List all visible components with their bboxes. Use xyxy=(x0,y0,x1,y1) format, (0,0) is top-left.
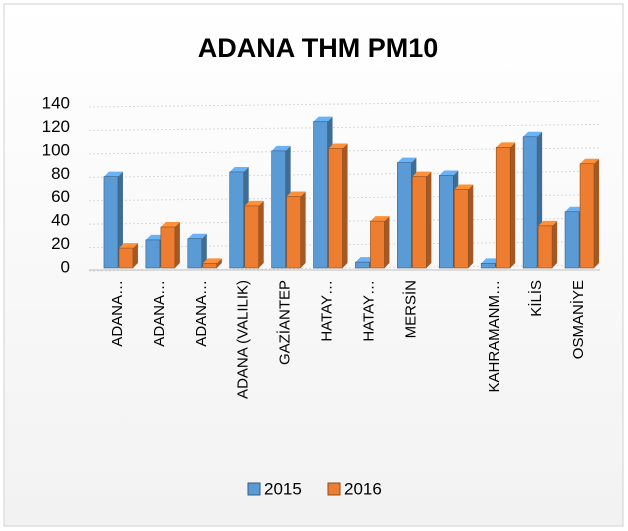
bar-side xyxy=(342,143,348,268)
y-tick-label: 120 xyxy=(42,117,70,136)
bar-side xyxy=(384,216,390,268)
bar xyxy=(397,162,412,269)
x-tick-label: ADANA… xyxy=(193,280,210,347)
bar-side xyxy=(510,142,516,268)
x-tick-label: KAHRAMANM… xyxy=(486,280,503,393)
bar-top xyxy=(202,258,222,264)
x-tick-label: HATAY… xyxy=(319,280,336,342)
bar-top xyxy=(286,191,306,197)
bar xyxy=(103,176,119,269)
x-tick-label: OSMANİYE xyxy=(569,280,587,359)
legend-swatch xyxy=(327,482,341,496)
bar xyxy=(453,189,469,269)
bar xyxy=(370,220,385,269)
bar-top xyxy=(355,257,375,263)
y-tick-label: 80 xyxy=(51,164,70,183)
bar xyxy=(160,226,176,269)
bar-top xyxy=(580,158,600,164)
bar xyxy=(145,239,161,269)
bar-top xyxy=(523,131,543,137)
bar xyxy=(564,211,580,269)
grid-line xyxy=(88,123,601,131)
y-tick-label: 40 xyxy=(51,211,70,230)
y-tick-label: 20 xyxy=(51,234,70,253)
bar-side xyxy=(132,243,138,268)
bar-side xyxy=(594,158,600,268)
bar xyxy=(328,148,343,269)
bar xyxy=(313,121,328,269)
bar-top xyxy=(145,234,165,240)
bar-side xyxy=(201,233,207,268)
bar-top xyxy=(496,142,516,148)
bar xyxy=(355,261,370,269)
bar-side xyxy=(426,171,432,268)
bar-top xyxy=(313,116,333,122)
x-tick-label: GAZİANTEP xyxy=(276,280,294,365)
bar xyxy=(438,175,454,269)
bar-top xyxy=(271,145,291,151)
bar xyxy=(244,205,260,269)
bar-top xyxy=(439,170,459,176)
bar xyxy=(495,147,511,269)
legend-label: 2015 xyxy=(264,479,302,498)
bar-top xyxy=(397,157,417,163)
bar-top xyxy=(328,143,348,149)
bar-top xyxy=(118,243,138,249)
bar-top xyxy=(160,222,180,227)
bar xyxy=(118,247,134,269)
bar-side xyxy=(300,191,306,268)
legend-label: 2016 xyxy=(344,479,382,498)
bar xyxy=(522,136,538,269)
x-tick-label: HATAY… xyxy=(360,280,377,342)
bar-top xyxy=(454,184,474,190)
bar xyxy=(187,238,203,269)
bar-top xyxy=(229,166,249,172)
x-tick-label: ADANA… xyxy=(109,280,126,347)
x-tick-label: ADANA… xyxy=(151,280,168,347)
bar xyxy=(480,263,496,269)
bar-top xyxy=(244,200,264,206)
bar xyxy=(537,225,553,269)
grid-line xyxy=(88,100,601,108)
x-tick-label: ADANA (VALILIK) xyxy=(235,280,252,399)
bar-top xyxy=(187,233,207,239)
y-tick-label: 100 xyxy=(42,140,70,159)
y-tick-label: 0 xyxy=(61,257,70,276)
chart-title: ADANA THM PM10 xyxy=(198,33,439,63)
bar-side xyxy=(552,220,558,268)
y-tick-label: 140 xyxy=(42,93,70,112)
bar-top xyxy=(481,258,501,264)
bar-top xyxy=(370,216,390,222)
bar-side xyxy=(174,222,180,268)
y-tick-label: 60 xyxy=(51,187,70,206)
bar xyxy=(286,196,301,269)
bar-side xyxy=(216,258,222,268)
bar-top xyxy=(103,171,123,177)
bar xyxy=(412,176,427,269)
legend-swatch xyxy=(247,482,261,496)
bar xyxy=(229,171,245,269)
bar-top xyxy=(538,220,558,226)
bar xyxy=(579,163,595,269)
bar-side xyxy=(468,184,474,268)
bar-side xyxy=(258,200,264,268)
bar-side xyxy=(117,171,123,268)
bar xyxy=(202,263,218,269)
x-tick-label: MERSİN xyxy=(401,280,419,338)
x-tick-label: KİLİS xyxy=(527,280,545,317)
bar-top xyxy=(412,171,432,177)
bar xyxy=(271,150,286,269)
bar-top xyxy=(565,206,585,212)
